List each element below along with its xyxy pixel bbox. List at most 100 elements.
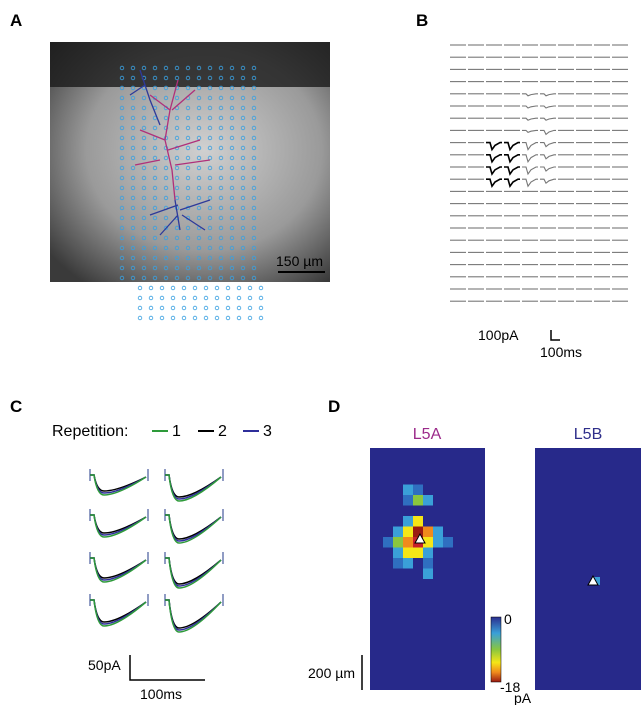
legend-title: Repetition: [52, 423, 129, 440]
legend-label: 1 [172, 423, 181, 440]
stim-site [160, 296, 164, 300]
scale-label: 100ms [540, 344, 582, 360]
heat-pixel [393, 527, 403, 538]
heat-pixel [403, 527, 413, 538]
trace [540, 179, 556, 183]
scale-label: 50pA [88, 657, 121, 673]
stim-site [149, 296, 153, 300]
heat-pixel [423, 495, 433, 506]
scale-label: 100ms [140, 686, 182, 702]
trace [522, 106, 538, 108]
heat-pixel [393, 548, 403, 559]
stim-site [160, 316, 164, 320]
stim-site [237, 306, 241, 310]
stim-site [248, 316, 252, 320]
trace [165, 558, 221, 588]
trace [504, 155, 520, 162]
heat-pixel [423, 569, 433, 580]
trace [540, 118, 556, 120]
stim-site [215, 296, 219, 300]
heat-pixel [413, 485, 423, 496]
micrograph-dark [50, 42, 330, 87]
heat-pixel [413, 548, 423, 559]
stim-site [149, 316, 153, 320]
heat-pixel [413, 495, 423, 506]
stim-site [204, 306, 208, 310]
stim-site [182, 306, 186, 310]
stim-site [193, 306, 197, 310]
stim-site [259, 316, 263, 320]
stim-site [204, 296, 208, 300]
stim-site [160, 286, 164, 290]
stim-site [226, 306, 230, 310]
trace [540, 143, 556, 147]
trace [90, 558, 146, 582]
stim-site [226, 316, 230, 320]
stim-site [138, 286, 142, 290]
colorbar-label: pA [514, 690, 532, 705]
trace [540, 155, 556, 159]
heat-pixel [433, 527, 443, 538]
heat-pixel [413, 527, 423, 538]
heat-pixel [393, 537, 403, 548]
trace [522, 118, 538, 120]
heat-pixel [413, 516, 423, 527]
trace [165, 600, 221, 632]
colorbar [491, 617, 501, 682]
heat-pixel [403, 516, 413, 527]
trace [90, 600, 146, 626]
stim-site [171, 306, 175, 310]
stim-site [226, 286, 230, 290]
stim-site [138, 316, 142, 320]
trace [522, 155, 538, 162]
map-l5b [535, 448, 641, 690]
heat-pixel [423, 527, 433, 538]
stim-site [259, 286, 263, 290]
stim-site [248, 296, 252, 300]
panel-label: A [10, 11, 22, 30]
map-title: L5A [413, 426, 442, 443]
stim-site [259, 306, 263, 310]
stim-site [215, 306, 219, 310]
stim-site [259, 296, 263, 300]
heat-pixel [423, 548, 433, 559]
trace [486, 179, 502, 186]
trace [540, 167, 556, 171]
legend-label: 2 [218, 423, 227, 440]
trace [90, 475, 146, 495]
stim-site [160, 306, 164, 310]
trace [165, 475, 221, 501]
map-title: L5B [574, 426, 602, 443]
heat-pixel [423, 558, 433, 569]
scale-bar [551, 330, 560, 340]
trace [486, 155, 502, 162]
trace [165, 515, 221, 543]
heat-pixel [403, 485, 413, 496]
stim-site [237, 316, 241, 320]
trace [504, 179, 520, 186]
heat-pixel [403, 495, 413, 506]
trace [90, 515, 146, 537]
stim-site [215, 286, 219, 290]
trace [540, 130, 556, 134]
stim-site [171, 296, 175, 300]
scale-label: 100pA [478, 327, 519, 343]
stim-site [204, 316, 208, 320]
heat-pixel [403, 537, 413, 548]
stim-site [149, 306, 153, 310]
stim-site [182, 316, 186, 320]
trace [504, 143, 520, 150]
stim-site [182, 296, 186, 300]
heat-pixel [403, 548, 413, 559]
trace [540, 94, 556, 96]
heat-pixel [383, 537, 393, 548]
heat-pixel [443, 537, 453, 548]
stim-site [171, 316, 175, 320]
stim-site [138, 296, 142, 300]
trace [522, 130, 538, 132]
panel-label: D [328, 397, 340, 416]
stim-site [237, 296, 241, 300]
trace [486, 167, 502, 174]
trace [522, 179, 538, 186]
trace [522, 143, 538, 150]
